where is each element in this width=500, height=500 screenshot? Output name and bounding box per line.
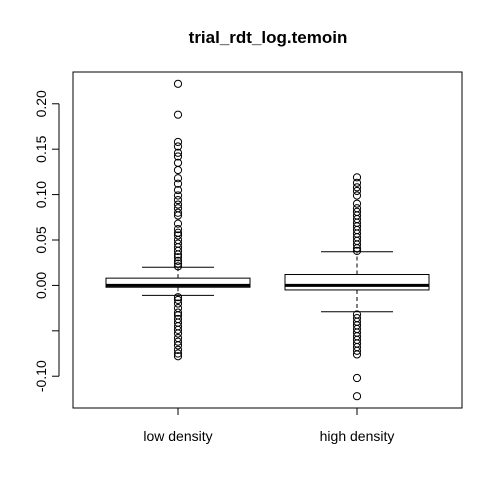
chart-title: trial_rdt_log.temoin	[189, 28, 348, 47]
outlier-point	[173, 329, 183, 338]
outlier-point	[352, 191, 362, 200]
outlier-point	[173, 185, 183, 195]
outlier-point	[173, 191, 183, 200]
outlier-point	[173, 195, 183, 205]
outlier-point	[352, 373, 362, 383]
outlier-point	[173, 246, 183, 255]
outlier-point	[173, 308, 183, 317]
y-tick-label: -0.10	[33, 360, 49, 392]
outlier-point	[352, 392, 362, 401]
outlier-point	[173, 325, 183, 335]
outlier-point	[173, 341, 183, 350]
outlier-point	[173, 142, 183, 151]
box-low-density	[105, 79, 251, 361]
outlier-point	[173, 295, 183, 305]
outlier-point	[173, 110, 183, 119]
outlier-point	[352, 240, 362, 249]
outlier-point	[173, 225, 183, 234]
outlier-point	[352, 186, 362, 196]
y-axis: -0.10 0.00 0.05 0.10 0.15 0.20	[33, 90, 60, 392]
x-axis: low density high density	[143, 407, 395, 444]
outlier-point	[173, 253, 183, 262]
outlier-point	[173, 250, 183, 259]
outlier-point	[173, 208, 183, 217]
outlier-point	[173, 79, 183, 88]
outlier-point	[173, 174, 183, 183]
outlier-point	[173, 179, 183, 188]
outlier-point	[352, 244, 362, 253]
iqr-box	[284, 274, 430, 291]
outlier-point	[173, 259, 183, 268]
outlier-point	[173, 262, 183, 271]
outlier-point	[173, 152, 183, 161]
outlier-point	[173, 231, 183, 240]
outlier-point	[173, 256, 183, 265]
y-tick-label: 0.00	[33, 272, 49, 299]
outlier-point	[352, 178, 362, 187]
outlier-point	[352, 350, 362, 359]
outlier-point	[173, 165, 183, 175]
outlier-point	[173, 299, 183, 308]
outlier-point	[173, 349, 183, 358]
box-group	[105, 79, 430, 401]
box-high-density	[284, 173, 430, 401]
y-tick-label: 0.05	[33, 226, 49, 253]
outlier-point	[173, 211, 183, 220]
outlier-point	[352, 173, 362, 182]
y-tick-label: 0.15	[33, 135, 49, 162]
plot-frame	[72, 71, 463, 409]
outlier-point	[173, 200, 183, 209]
outlier-point	[173, 148, 183, 157]
outlier-point	[352, 183, 362, 192]
x-tick-label: high density	[320, 428, 395, 444]
x-tick-label: low density	[143, 428, 212, 444]
outlier-point	[173, 345, 183, 354]
outlier-point	[352, 199, 362, 208]
y-tick-label: 0.20	[33, 90, 49, 117]
outlier-point	[352, 346, 362, 355]
outlier-point	[173, 137, 183, 147]
iqr-box	[105, 277, 251, 288]
outlier-point	[173, 337, 183, 346]
outlier-point	[352, 246, 362, 255]
outlier-point	[173, 293, 183, 302]
outlier-point	[173, 219, 183, 228]
outlier-point	[173, 352, 183, 361]
y-tick-label: 0.10	[33, 181, 49, 208]
